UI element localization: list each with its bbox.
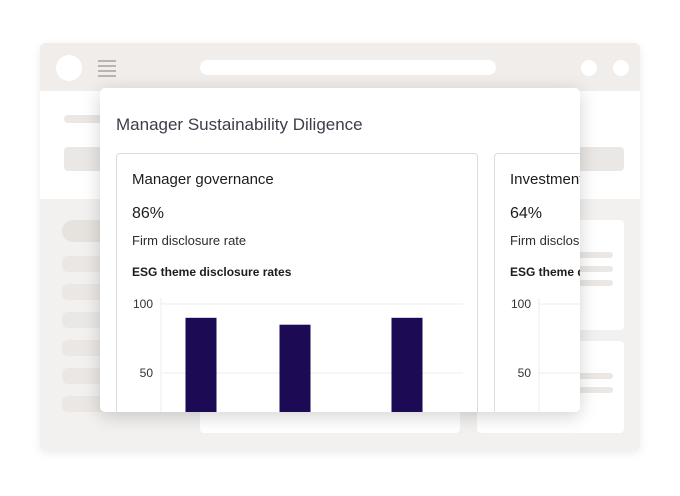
header-action-placeholder[interactable] — [613, 60, 629, 76]
chart-title: ESG theme d — [510, 265, 580, 279]
bar[interactable] — [185, 317, 217, 412]
firm-disclosure-label: Firm disclosu — [510, 233, 580, 248]
logo-placeholder — [56, 55, 82, 81]
y-tick-label: 50 — [518, 366, 532, 380]
firm-disclosure-percent: 64% — [510, 205, 543, 222]
y-tick-label: 100 — [133, 297, 153, 311]
esg-theme-bar-chart: 100 50 — [511, 297, 580, 412]
sustainability-diligence-modal: Manager Sustainability Diligence Manager… — [100, 88, 580, 412]
search-bar-placeholder[interactable] — [200, 60, 496, 75]
investment-card[interactable]: Investment 64% Firm disclosu ESG theme d… — [494, 153, 580, 412]
bar[interactable] — [279, 324, 311, 412]
modal-title: Manager Sustainability Diligence — [116, 115, 363, 134]
card-title: Manager governance — [132, 171, 274, 188]
firm-disclosure-label: Firm disclosure rate — [132, 233, 247, 248]
y-tick-label: 100 — [511, 297, 531, 311]
esg-theme-bar-chart: 100 50 — [133, 297, 463, 412]
hamburger-menu-icon[interactable] — [98, 60, 116, 77]
chart-title: ESG theme disclosure rates — [132, 265, 292, 279]
card-title: Investment — [510, 171, 580, 188]
bar[interactable] — [391, 317, 423, 412]
background-top-bar — [40, 43, 640, 91]
header-action-placeholder[interactable] — [581, 60, 597, 76]
manager-governance-card[interactable]: Manager governance 86% Firm disclosure r… — [116, 153, 478, 412]
firm-disclosure-percent: 86% — [132, 205, 165, 222]
y-tick-label: 50 — [140, 366, 154, 380]
